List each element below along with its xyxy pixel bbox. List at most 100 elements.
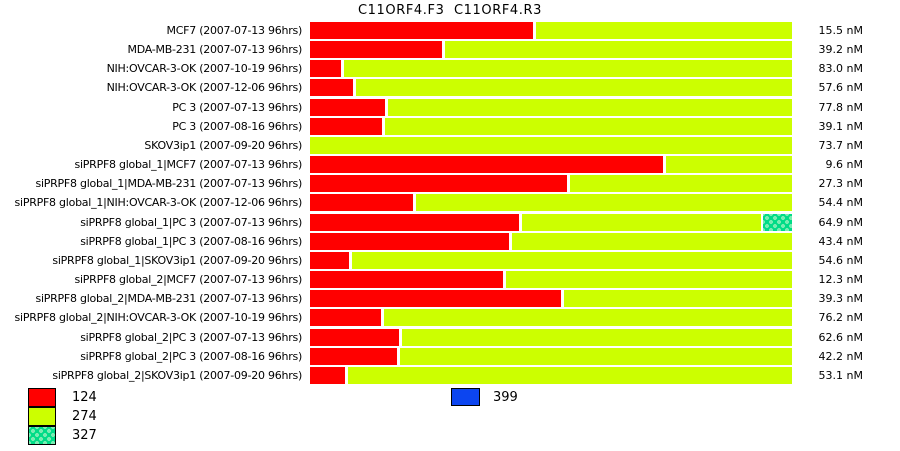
bar-track [310, 194, 792, 212]
bar-segment-green [348, 366, 792, 384]
chart-row: siPRPF8 global_1|NIH:OVCAR-3-OK (2007-12… [0, 194, 900, 212]
bar-segment-red [310, 60, 341, 78]
bar-segment-red [310, 194, 414, 212]
bar-segment-red [310, 251, 350, 269]
legend: 124 274 327 [28, 388, 97, 445]
bar-segment-green [343, 60, 792, 78]
bar-track [310, 60, 792, 78]
row-value: 54.6 nM [818, 253, 863, 267]
bar-track [310, 213, 792, 231]
bar-segment-green [383, 309, 792, 327]
bar-segment-green [384, 117, 792, 135]
row-label: siPRPF8 global_2|SKOV3ip1 (2007-09-20 96… [52, 368, 302, 382]
bar-track [310, 251, 792, 269]
bar-segment-red [310, 22, 534, 39]
bar-track [310, 156, 792, 174]
bar-segment-pattern [763, 213, 792, 231]
chart-row: NIH:OVCAR-3-OK (2007-12-06 96hrs) 57.6 n… [0, 79, 900, 97]
row-label: siPRPF8 global_1|MCF7 (2007-07-13 96hrs) [74, 158, 303, 172]
row-label: siPRPF8 global_2|MDA-MB-231 (2007-07-13 … [35, 292, 302, 306]
bar-track [310, 22, 792, 39]
bar-segment-red [310, 366, 346, 384]
row-label: siPRPF8 global_2|MCF7 (2007-07-13 96hrs) [74, 273, 303, 287]
legend-item-274: 274 [28, 406, 97, 426]
row-value: 57.6 nM [818, 81, 863, 95]
bar-track [310, 175, 792, 193]
bar-segment-red [310, 175, 567, 193]
chart-row: PC 3 (2007-08-16 96hrs) 39.1 nM [0, 117, 900, 135]
row-value: 76.2 nM [818, 311, 863, 325]
bar-track [310, 232, 792, 250]
legend-label-124: 124 [72, 390, 97, 405]
bar-track [310, 290, 792, 308]
chart-row: siPRPF8 global_2|PC 3 (2007-08-16 96hrs)… [0, 347, 900, 365]
row-label: NIH:OVCAR-3-OK (2007-12-06 96hrs) [106, 81, 303, 95]
row-value: 64.9 nM [818, 215, 863, 229]
row-label: siPRPF8 global_1|PC 3 (2007-08-16 96hrs) [80, 234, 302, 248]
row-label: MDA-MB-231 (2007-07-13 96hrs) [127, 43, 303, 57]
bar-segment-green [402, 328, 792, 346]
bar-segment-green [522, 213, 762, 231]
row-value: 39.3 nM [818, 292, 863, 306]
row-value: 39.2 nM [818, 43, 863, 57]
bar-segment-green [352, 251, 792, 269]
chart-row: siPRPF8 global_1|MDA-MB-231 (2007-07-13 … [0, 175, 900, 193]
chart-title: C11ORF4.F3 C11ORF4.R3 [357, 3, 543, 18]
bar-segment-green [665, 156, 792, 174]
bar-segment-green [355, 79, 792, 97]
bar-segment-green [310, 136, 792, 154]
chart-row: MDA-MB-231 (2007-07-13 96hrs) 39.2 nM [0, 41, 900, 59]
row-label: MCF7 (2007-07-13 96hrs) [166, 24, 303, 37]
bar-segment-red [310, 117, 382, 135]
chart-row: siPRPF8 global_1|PC 3 (2007-07-13 96hrs)… [0, 213, 900, 231]
legend-item-399: 399 [451, 388, 518, 406]
bar-track [310, 41, 792, 59]
row-value: 77.8 nM [818, 100, 863, 114]
chart-row: siPRPF8 global_2|MDA-MB-231 (2007-07-13 … [0, 290, 900, 308]
bar-track [310, 117, 792, 135]
chart-row: NIH:OVCAR-3-OK (2007-10-19 96hrs) 83.0 n… [0, 60, 900, 78]
row-value: 53.1 nM [818, 368, 863, 382]
row-value: 39.1 nM [818, 119, 863, 133]
bar-segment-red [310, 41, 443, 59]
bar-segment-green [569, 175, 792, 193]
bar-segment-red [310, 328, 400, 346]
chart-row: siPRPF8 global_2|NIH:OVCAR-3-OK (2007-10… [0, 309, 900, 327]
legend-item-124: 124 [28, 388, 97, 407]
chart-row: SKOV3ip1 (2007-09-20 96hrs) 73.7 nM [0, 136, 900, 154]
bar-track [310, 136, 792, 154]
row-label: PC 3 (2007-07-13 96hrs) [172, 100, 302, 114]
row-value: 83.0 nM [818, 62, 863, 76]
bar-track [310, 79, 792, 97]
row-value: 62.6 nM [818, 330, 863, 344]
row-label: siPRPF8 global_1|PC 3 (2007-07-13 96hrs) [80, 215, 302, 229]
bar-segment-red [310, 271, 503, 289]
row-label: siPRPF8 global_1|MDA-MB-231 (2007-07-13 … [35, 177, 302, 191]
bar-track [310, 347, 792, 365]
bar-segment-red [310, 213, 520, 231]
legend-item-327: 327 [28, 425, 97, 445]
row-value: 42.2 nM [818, 349, 863, 363]
bar-segment-red [310, 98, 386, 116]
row-value: 54.4 nM [818, 196, 863, 210]
row-value: 43.4 nM [818, 234, 863, 248]
row-label: siPRPF8 global_2|PC 3 (2007-08-16 96hrs) [80, 349, 302, 363]
chart-row: MCF7 (2007-07-13 96hrs) 15.5 nM [0, 22, 900, 39]
bar-track [310, 271, 792, 289]
bar-segment-green [388, 98, 792, 116]
row-label: PC 3 (2007-08-16 96hrs) [172, 119, 302, 133]
bar-track [310, 366, 792, 384]
chart-row: siPRPF8 global_1|PC 3 (2007-08-16 96hrs)… [0, 232, 900, 250]
legend-swatch-green-icon [28, 406, 56, 426]
bar-segment-green [445, 41, 792, 59]
bar-segment-green [399, 347, 792, 365]
row-value: 73.7 nM [818, 138, 863, 152]
row-value: 15.5 nM [818, 24, 863, 37]
legend-swatch-pattern-icon [28, 425, 56, 445]
row-label: siPRPF8 global_2|NIH:OVCAR-3-OK (2007-10… [14, 311, 303, 325]
chart-row: siPRPF8 global_1|SKOV3ip1 (2007-09-20 96… [0, 251, 900, 269]
bar-segment-red [310, 79, 353, 97]
bar-segment-green [564, 290, 792, 308]
bar-segment-red [310, 309, 381, 327]
